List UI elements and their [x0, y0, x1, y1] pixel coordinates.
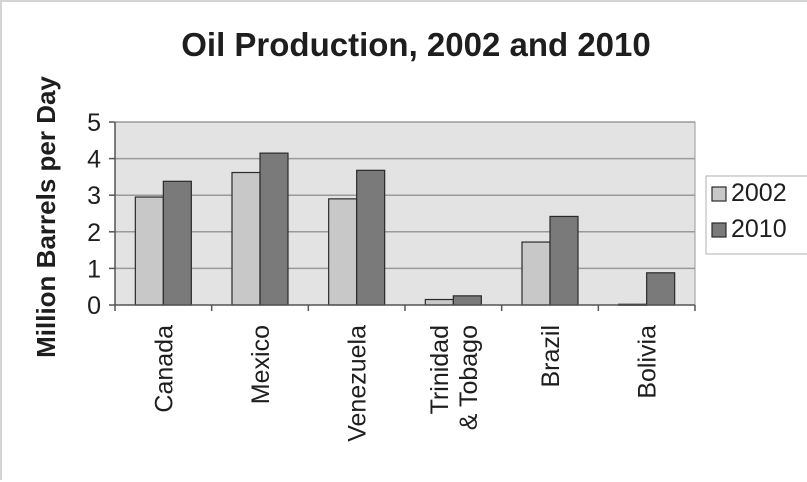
bars — [134, 152, 676, 306]
category-label-group: Bolivia — [634, 325, 662, 399]
bar-2010-trinidad-tobago — [452, 295, 482, 306]
legend-swatch-2002 — [711, 186, 727, 202]
legend-label-2002: 2002 — [731, 179, 787, 207]
y-tick-label: 0 — [87, 292, 101, 320]
category-label: Trinidad — [426, 325, 454, 414]
y-tick-label: 5 — [87, 109, 101, 137]
category-label-group: Trinidad & Tobago — [426, 325, 483, 430]
legend-label-2010: 2010 — [731, 215, 787, 243]
y-axis-title: Million Barrels per Day — [31, 76, 61, 358]
y-tick-label: 1 — [87, 255, 101, 283]
chart-title: Oil Production, 2002 and 2010 — [181, 26, 651, 63]
legend: 2002 2010 — [705, 175, 807, 255]
bar-2002-trinidad-tobago — [424, 298, 454, 306]
bar-2002-canada — [134, 196, 164, 306]
category-label: Venezuela — [344, 325, 372, 442]
axes — [114, 121, 696, 311]
category-label: Brazil — [537, 325, 565, 388]
category-label: Mexico — [247, 325, 275, 404]
category-label: & Tobago — [455, 325, 483, 430]
y-axis-ticks: 0 1 2 3 4 5 — [87, 109, 115, 320]
y-tick-label: 3 — [87, 182, 101, 210]
category-label: Bolivia — [634, 325, 662, 399]
bar-2010-venezuela — [356, 169, 386, 306]
plot-area — [115, 122, 695, 305]
bar-2002-mexico — [231, 171, 261, 306]
bar-2010-brazil — [549, 215, 579, 306]
category-label-group: Canada — [150, 325, 178, 413]
y-tick-label: 4 — [87, 146, 101, 174]
category-label: Canada — [150, 325, 178, 413]
bar-2002-brazil — [521, 241, 551, 306]
category-label-group: Mexico — [247, 325, 275, 404]
bar-2010-canada — [162, 180, 192, 306]
legend-swatch-2010 — [711, 222, 727, 238]
y-tick-label: 2 — [87, 219, 101, 247]
bar-2010-bolivia — [646, 272, 676, 306]
category-labels: Canada Mexico Venezuela Trinidad & Tobago Bra… — [150, 325, 661, 442]
bar-2010-mexico — [259, 152, 289, 306]
bar-2002-venezuela — [328, 198, 358, 306]
category-label-group: Brazil — [537, 325, 565, 388]
category-label-group: Venezuela — [344, 325, 372, 442]
